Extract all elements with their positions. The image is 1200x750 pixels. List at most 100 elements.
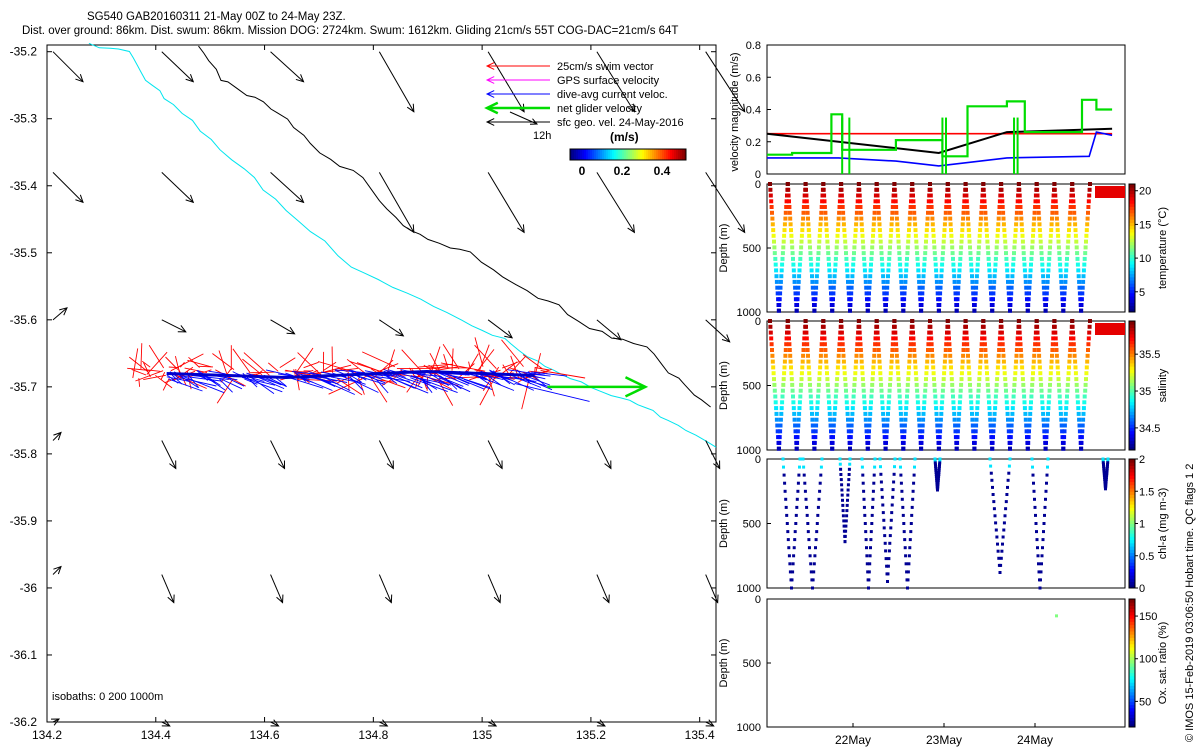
- profile-point: [1059, 417, 1064, 422]
- current-vector: [531, 371, 568, 377]
- profile-point: [1102, 474, 1106, 478]
- profile-point: [843, 377, 848, 382]
- profile-point: [818, 481, 822, 485]
- geostrophic-vector-head: [270, 719, 280, 727]
- profile-point: [812, 562, 816, 566]
- profile-point: [860, 465, 864, 469]
- profile-point: [823, 353, 828, 358]
- profile-point: [1071, 336, 1076, 341]
- profile-point: [992, 417, 997, 422]
- swim-vector: [369, 375, 388, 403]
- geostrophic-vector: [487, 440, 503, 469]
- profile-point: [1070, 182, 1075, 186]
- profile-point: [974, 274, 979, 279]
- profile-point: [1006, 429, 1011, 434]
- profile-point: [964, 199, 969, 204]
- profile-point: [838, 457, 842, 461]
- colorbar-swatch: [1129, 462, 1135, 466]
- profile-point: [780, 388, 785, 393]
- profile-point: [1037, 222, 1042, 227]
- profile-point: [1012, 251, 1016, 256]
- profile-point: [911, 205, 916, 209]
- profile-point: [1062, 435, 1067, 440]
- colorbar-swatch: [592, 149, 595, 160]
- profile-point: [868, 274, 873, 279]
- profile-point: [1073, 371, 1078, 376]
- profile-point: [993, 514, 997, 518]
- profile-point: [924, 371, 929, 376]
- profile-point: [808, 388, 813, 393]
- profile-point: [1084, 365, 1089, 370]
- profile-point: [1044, 497, 1047, 501]
- profile-point: [922, 262, 927, 267]
- profile-point: [829, 291, 833, 296]
- profile-point: [917, 279, 922, 284]
- colorbar-swatch: [666, 149, 669, 160]
- profile-point: [791, 262, 796, 267]
- profile-point: [793, 429, 798, 434]
- profile-point: [957, 262, 962, 267]
- profile-point: [970, 285, 975, 290]
- profile-point: [1046, 262, 1051, 267]
- profile-point: [951, 400, 956, 405]
- profile-point: [796, 481, 800, 485]
- colorbar-swatch: [1129, 691, 1135, 696]
- profile-point: [795, 297, 800, 302]
- profile-point: [1015, 205, 1020, 209]
- profile-point: [881, 503, 885, 507]
- profile-point: [1029, 388, 1034, 393]
- legend-label-2: dive-avg current veloc.: [557, 89, 668, 101]
- profile-point: [1039, 256, 1044, 261]
- current-vector: [421, 378, 433, 393]
- profile-point: [979, 348, 984, 352]
- profile-point: [877, 359, 882, 364]
- geostrophic-vector-head: [161, 719, 171, 727]
- profile-point: [1033, 497, 1036, 501]
- profile-point: [893, 330, 898, 335]
- profile-point: [940, 251, 945, 256]
- profile-point: [955, 440, 960, 445]
- profile-point: [799, 377, 804, 382]
- profile-point: [819, 205, 824, 209]
- chl-cbar-tick-label: 2: [1139, 454, 1145, 466]
- profile-point: [1087, 330, 1092, 335]
- profile-point: [1072, 216, 1077, 221]
- profile-point: [913, 222, 918, 227]
- profile-point: [785, 182, 790, 186]
- profile-point: [959, 371, 964, 376]
- profile-point: [902, 429, 907, 434]
- profile-point: [774, 406, 779, 411]
- profile-point: [958, 256, 963, 261]
- profile-point: [1086, 342, 1091, 347]
- profile-point: [935, 476, 939, 480]
- colorbar-swatch: [1129, 468, 1135, 473]
- profile-point: [1086, 210, 1090, 215]
- profile-point: [1031, 228, 1036, 233]
- profile-point: [879, 394, 884, 399]
- profile-point: [935, 478, 939, 482]
- profile-point: [978, 353, 983, 358]
- profile-point: [1077, 417, 1082, 422]
- swim-vector: [488, 375, 495, 397]
- current-vector-group: [166, 369, 590, 402]
- profile-point: [896, 233, 901, 238]
- velocity-series-net: [767, 98, 1113, 158]
- profile-point: [782, 465, 785, 469]
- colorbar-swatch: [1129, 209, 1135, 214]
- profile-point: [1074, 382, 1079, 387]
- map-y-tick-label: -36.2: [10, 715, 38, 729]
- profile-point: [840, 488, 844, 492]
- profile-point: [972, 440, 977, 445]
- profile-point: [906, 371, 911, 376]
- profile-point: [973, 429, 978, 434]
- sal-ylabel: Depth (m): [718, 361, 730, 410]
- profile-point: [917, 291, 922, 296]
- current-vector: [516, 369, 532, 385]
- colorbar-swatch: [1129, 656, 1135, 661]
- profile-point: [919, 297, 924, 302]
- profile-point: [898, 274, 903, 279]
- profile-point: [873, 457, 877, 461]
- profile-point: [909, 336, 913, 341]
- profile-point: [989, 464, 993, 468]
- profile-point: [974, 411, 979, 416]
